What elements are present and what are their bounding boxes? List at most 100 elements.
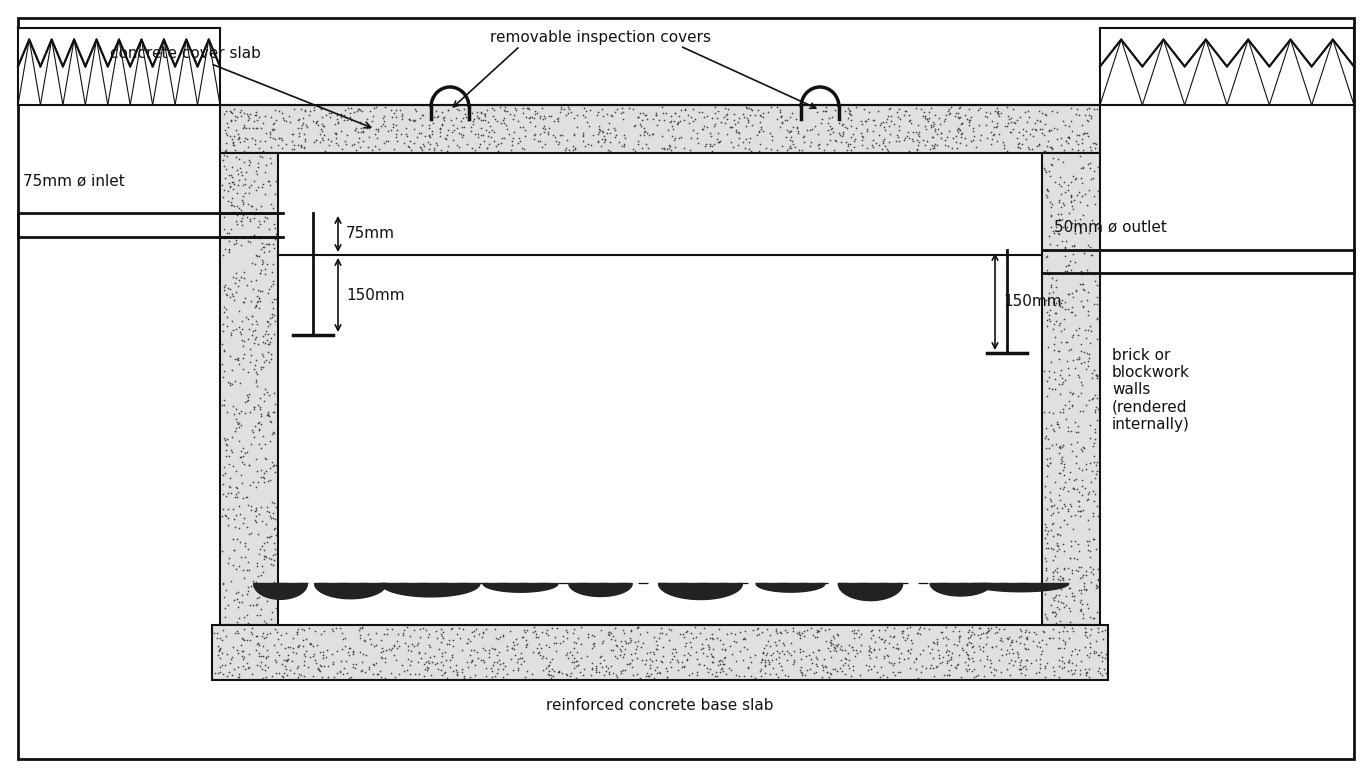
Point — [737, 661, 759, 674]
Point — [248, 650, 270, 662]
Point — [704, 106, 726, 119]
Point — [214, 444, 236, 456]
Point — [263, 427, 285, 440]
Point — [831, 126, 853, 138]
Point — [572, 127, 594, 139]
Point — [940, 653, 962, 666]
Point — [627, 111, 649, 124]
Point — [258, 152, 280, 165]
Point — [840, 131, 862, 143]
Point — [820, 111, 842, 124]
Point — [873, 137, 895, 149]
Point — [348, 622, 370, 634]
Point — [303, 103, 325, 116]
Point — [466, 127, 488, 140]
Point — [446, 668, 468, 681]
Point — [336, 101, 358, 113]
Point — [696, 138, 718, 150]
Point — [1051, 294, 1073, 306]
Point — [1072, 571, 1093, 584]
Point — [262, 301, 284, 314]
Point — [1036, 612, 1058, 625]
Point — [1085, 369, 1107, 382]
Point — [221, 650, 243, 663]
Point — [392, 629, 414, 642]
Point — [218, 283, 240, 295]
Point — [239, 235, 261, 248]
Point — [226, 627, 248, 639]
Point — [397, 639, 418, 652]
Point — [1051, 662, 1073, 674]
Point — [650, 142, 672, 155]
Point — [1083, 298, 1104, 310]
Point — [1087, 222, 1109, 235]
Point — [228, 434, 250, 447]
Point — [236, 113, 258, 126]
Point — [258, 409, 280, 422]
Point — [251, 664, 273, 676]
Point — [744, 649, 766, 661]
Point — [656, 665, 678, 678]
Point — [313, 646, 335, 658]
Point — [240, 580, 262, 592]
Point — [899, 662, 921, 674]
Point — [236, 211, 258, 224]
Point — [701, 139, 723, 152]
Point — [1043, 661, 1065, 674]
Point — [398, 113, 420, 126]
Point — [254, 451, 276, 464]
Point — [1047, 573, 1069, 585]
Point — [962, 134, 984, 147]
Point — [858, 649, 879, 661]
Point — [237, 394, 259, 406]
Point — [1047, 562, 1069, 574]
Point — [362, 667, 384, 680]
Point — [1076, 264, 1098, 277]
Point — [627, 138, 649, 150]
Point — [214, 149, 236, 162]
Point — [453, 121, 475, 134]
Point — [1084, 495, 1106, 507]
Point — [1081, 510, 1103, 523]
Point — [362, 658, 384, 671]
Point — [1076, 565, 1098, 577]
Point — [746, 129, 768, 141]
Point — [255, 551, 277, 563]
Point — [783, 656, 805, 668]
Point — [727, 127, 749, 140]
Point — [232, 588, 254, 601]
Point — [254, 659, 276, 671]
Point — [321, 134, 343, 147]
Point — [558, 103, 580, 115]
Point — [233, 622, 255, 635]
Point — [383, 107, 405, 120]
Point — [1066, 324, 1088, 336]
Point — [268, 139, 289, 152]
Point — [921, 120, 943, 133]
Point — [357, 629, 379, 641]
Point — [285, 626, 307, 639]
Point — [977, 131, 999, 144]
Point — [247, 295, 269, 308]
Point — [1051, 452, 1073, 465]
Point — [225, 465, 247, 477]
Point — [236, 521, 258, 533]
Point — [241, 122, 263, 134]
Point — [471, 114, 493, 127]
Point — [1018, 110, 1040, 123]
Point — [702, 632, 724, 645]
Point — [1033, 145, 1055, 157]
Point — [221, 378, 243, 390]
Point — [1048, 228, 1070, 240]
Point — [247, 111, 269, 124]
Point — [897, 109, 919, 121]
Point — [930, 131, 952, 144]
Point — [984, 663, 1006, 675]
Point — [348, 623, 370, 636]
Point — [214, 287, 236, 300]
Point — [1036, 555, 1058, 567]
Point — [531, 626, 553, 639]
Point — [327, 644, 348, 657]
Point — [652, 656, 674, 668]
Point — [1078, 347, 1100, 360]
